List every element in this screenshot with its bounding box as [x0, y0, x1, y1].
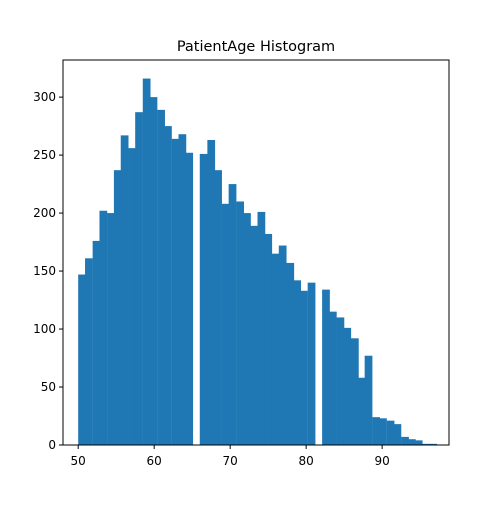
histogram-bar: [200, 154, 208, 445]
histogram-bar: [236, 201, 244, 445]
y-tick-label: 200: [33, 206, 56, 220]
histogram-bar: [207, 140, 215, 445]
histogram-bar: [379, 418, 387, 445]
histogram-bar: [358, 378, 366, 445]
histogram-bar: [387, 421, 395, 445]
histogram-bar: [394, 424, 402, 445]
histogram-bar: [365, 356, 373, 445]
x-tick-label: 90: [374, 454, 389, 468]
histogram-bar: [229, 184, 237, 445]
histogram-bar: [351, 338, 359, 445]
histogram-bar: [279, 246, 287, 445]
histogram-bar: [121, 135, 129, 445]
histogram-bar: [329, 312, 337, 445]
histogram-bar: [243, 213, 251, 445]
histogram-bar: [222, 204, 230, 445]
histogram-bar: [300, 291, 308, 445]
y-tick-label: 250: [33, 148, 56, 162]
histogram-bar: [185, 153, 193, 445]
histogram-bar: [164, 126, 172, 445]
histogram-bar: [107, 213, 115, 445]
histogram-bar: [179, 134, 187, 445]
histogram-bar: [264, 234, 272, 445]
histogram-bar: [93, 241, 101, 445]
histogram-bar: [114, 170, 122, 445]
histogram-bar: [272, 254, 280, 445]
histogram-bar: [250, 226, 258, 445]
histogram-bar: [172, 139, 180, 445]
x-tick-label: 80: [299, 454, 314, 468]
histogram-bar: [408, 439, 416, 445]
histogram-bar: [337, 317, 345, 445]
chart-title: PatientAge Histogram: [177, 39, 335, 55]
histogram-bar: [143, 79, 151, 445]
x-tick-label: 70: [223, 454, 238, 468]
histogram-bar: [85, 258, 93, 445]
histogram-bar: [322, 290, 330, 445]
y-tick-label: 100: [33, 322, 56, 336]
histogram-bar: [157, 110, 165, 445]
y-tick-label: 150: [33, 264, 56, 278]
histogram-bar: [78, 275, 86, 445]
histogram-bar: [401, 437, 409, 445]
histogram-bar: [214, 170, 222, 445]
histogram-bar: [308, 283, 316, 445]
histogram-bar: [286, 263, 294, 445]
histogram-bar: [128, 148, 136, 445]
histogram-bar: [343, 328, 351, 445]
x-tick-label: 60: [147, 454, 162, 468]
histogram-bar: [150, 97, 158, 445]
histogram-bar: [99, 211, 107, 445]
y-tick-label: 0: [48, 438, 56, 452]
histogram-bar: [293, 280, 301, 445]
y-tick-label: 300: [33, 90, 56, 104]
histogram-bar: [372, 417, 380, 445]
x-tick-label: 50: [71, 454, 86, 468]
histogram-bar: [135, 112, 143, 445]
y-tick-label: 50: [41, 380, 56, 394]
histogram-bar: [415, 440, 423, 445]
histogram-bar: [258, 212, 266, 445]
